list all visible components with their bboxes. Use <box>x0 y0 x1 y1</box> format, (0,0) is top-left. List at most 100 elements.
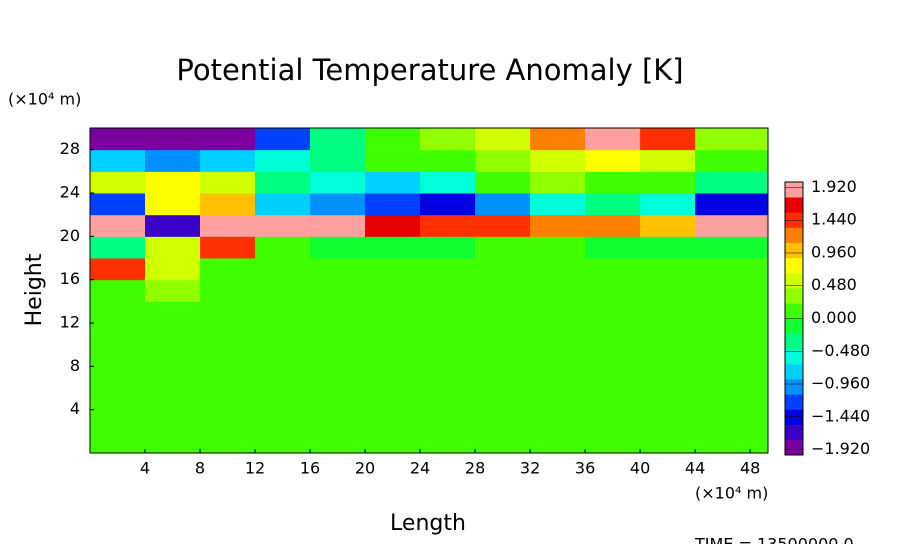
y-unit: (×10⁴ m) <box>8 90 81 109</box>
heat-cell <box>310 171 366 194</box>
plot-frame <box>89 127 769 454</box>
heat-cell <box>310 301 366 324</box>
colorbar-band <box>785 333 803 350</box>
colorbar-tick-label: 1.440 <box>811 210 857 229</box>
heat-cell <box>420 258 476 281</box>
heat-cell <box>255 344 311 367</box>
heat-cell <box>530 409 586 432</box>
heat-cell <box>145 171 201 194</box>
heat-cell <box>475 258 531 281</box>
colorbar-band <box>785 379 803 395</box>
heat-cell <box>695 431 769 454</box>
heat-cell <box>90 258 146 281</box>
heat-cell <box>640 301 696 324</box>
colorbar-tick-label: −0.960 <box>811 374 870 393</box>
x-axis-label: Length <box>390 511 466 536</box>
heat-cell <box>640 279 696 302</box>
heat-cell <box>585 214 641 237</box>
heat-cell <box>310 149 366 172</box>
heat-cell <box>640 171 696 194</box>
heat-cell <box>145 431 201 454</box>
heat-cell <box>585 301 641 324</box>
heat-cell <box>145 366 201 389</box>
heat-cell <box>640 236 696 259</box>
heat-cell <box>365 171 421 194</box>
heat-cell <box>585 128 641 151</box>
colorbar-band <box>785 197 803 213</box>
y-tick-label: 20 <box>60 226 80 245</box>
heat-cell <box>695 279 769 302</box>
heat-cell <box>200 236 256 259</box>
heat-cell <box>640 409 696 432</box>
heat-cell <box>475 149 531 172</box>
heat-cell <box>475 128 531 151</box>
heat-cell <box>200 193 256 216</box>
heat-cell <box>145 214 201 237</box>
x-tick-label: 36 <box>575 459 595 478</box>
heat-cell <box>640 366 696 389</box>
heat-cell <box>530 258 586 281</box>
heat-cell <box>90 193 146 216</box>
heat-cell <box>365 388 421 411</box>
heat-cell <box>145 128 201 151</box>
y-tick-label: 4 <box>70 399 80 418</box>
colorbar-band <box>785 424 803 441</box>
x-tick-label: 20 <box>355 459 375 478</box>
heat-cell <box>640 149 696 172</box>
heat-cell <box>475 431 531 454</box>
heat-cell <box>145 258 201 281</box>
heat-cell <box>255 431 311 454</box>
heat-cell <box>420 344 476 367</box>
heat-cell <box>695 323 769 346</box>
heat-cell <box>420 388 476 411</box>
heat-cell <box>310 366 366 389</box>
heat-cell <box>90 214 146 237</box>
heat-cell <box>585 236 641 259</box>
heat-cell <box>310 236 366 259</box>
colorbar-band <box>785 273 803 289</box>
heat-cell <box>420 409 476 432</box>
heat-cell <box>365 149 421 172</box>
colorbar-tick-label: −1.440 <box>811 406 870 425</box>
x-tick-label: 32 <box>520 459 540 478</box>
heat-cell <box>640 128 696 151</box>
heat-cell <box>530 366 586 389</box>
colorbar-band <box>785 318 803 334</box>
colorbar-tick-label: 0.000 <box>811 308 857 327</box>
heat-cell <box>365 301 421 324</box>
heat-cell <box>695 128 769 151</box>
heat-cell <box>585 388 641 411</box>
heat-cell <box>365 409 421 432</box>
heat-cell <box>695 366 769 389</box>
heat-cell <box>640 193 696 216</box>
colorbar-band <box>785 242 803 259</box>
heat-cell <box>695 301 769 324</box>
heat-cell <box>200 344 256 367</box>
heat-cell <box>145 388 201 411</box>
heat-cell <box>255 193 311 216</box>
heat-cell <box>200 171 256 194</box>
heat-cell <box>310 344 366 367</box>
heat-cell <box>255 171 311 194</box>
heat-cell <box>200 366 256 389</box>
y-tick-label: 8 <box>70 356 80 375</box>
colorbar-band <box>785 227 803 243</box>
heat-cell <box>200 214 256 237</box>
heat-cell <box>200 388 256 411</box>
heat-cell <box>310 193 366 216</box>
heat-cell <box>145 193 201 216</box>
heat-cell <box>365 323 421 346</box>
heat-cell <box>200 431 256 454</box>
x-tick-label: 4 <box>140 459 150 478</box>
heat-cell <box>640 344 696 367</box>
heat-cell <box>420 236 476 259</box>
heat-cell <box>475 279 531 302</box>
x-tick-label: 44 <box>685 459 705 478</box>
heat-cell <box>90 236 146 259</box>
heat-cell <box>90 279 146 302</box>
heat-cell <box>640 323 696 346</box>
heat-cell <box>695 171 769 194</box>
heat-cell <box>530 279 586 302</box>
heat-cell <box>530 388 586 411</box>
